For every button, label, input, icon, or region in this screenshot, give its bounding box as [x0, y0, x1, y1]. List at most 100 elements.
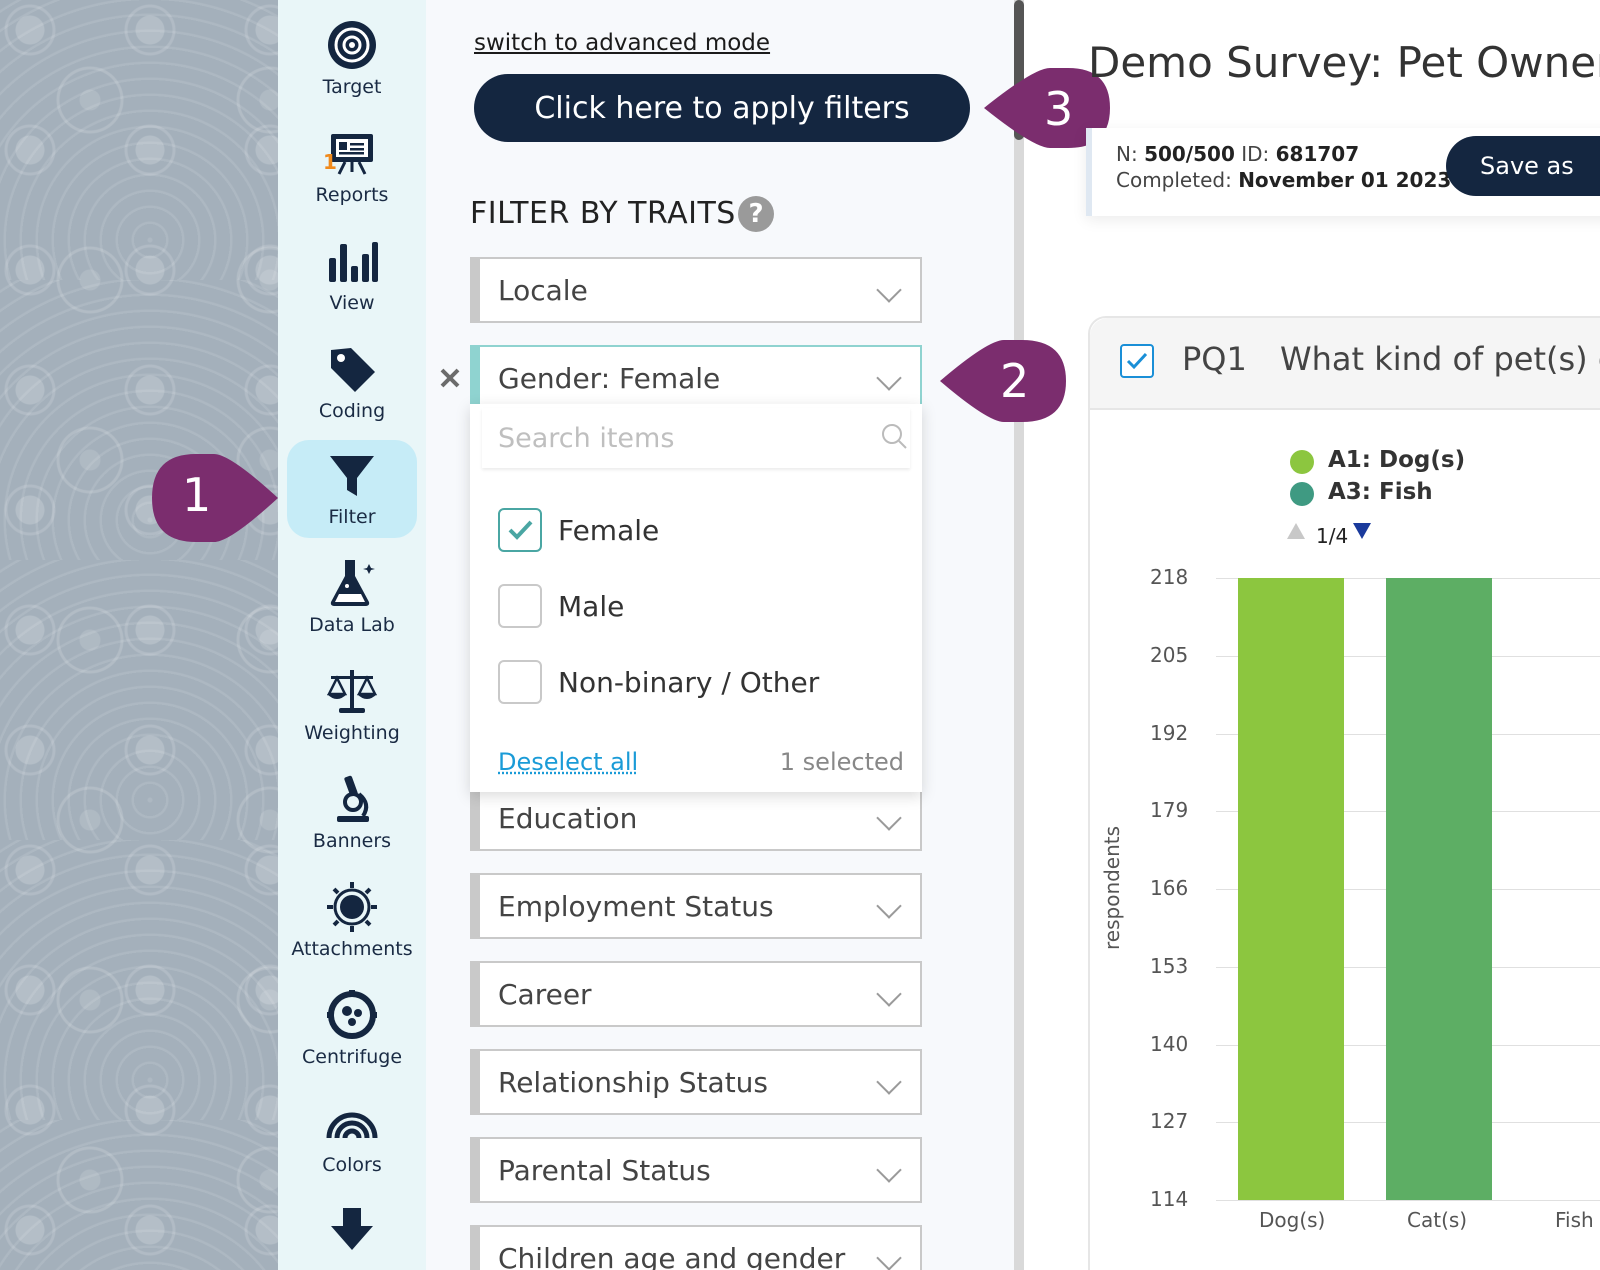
sidebar-item-label: Banners: [313, 830, 391, 852]
dropdown-label: Employment Status: [498, 890, 774, 923]
help-icon[interactable]: ?: [738, 196, 774, 232]
dropdown-locale[interactable]: Locale: [470, 257, 922, 323]
option-non-binary[interactable]: Non-binary / Other: [498, 660, 819, 704]
pager-up-icon[interactable]: [1286, 522, 1306, 540]
callout-number-2: 2: [1000, 354, 1029, 408]
id-label: ID:: [1241, 142, 1269, 166]
sidebar-item-label: Weighting: [304, 722, 400, 744]
switch-advanced-mode-link[interactable]: switch to advanced mode: [474, 30, 770, 56]
deselect-all-link[interactable]: Deselect all: [498, 748, 638, 776]
sidebar-item-coding[interactable]: Coding: [287, 334, 417, 432]
rainbow-icon: [325, 1096, 379, 1150]
sidebar-item-label: Attachments: [291, 938, 412, 960]
checkbox-checked[interactable]: [498, 508, 542, 552]
clear-filter-icon[interactable]: [438, 366, 462, 390]
survey-title: Demo Survey: Pet Owners |: [1088, 38, 1600, 87]
n-value: 500/500: [1144, 142, 1235, 166]
callout-marker-1: [150, 452, 280, 544]
x-tick-label: Fish: [1555, 1208, 1594, 1232]
survey-n-line: N: 500/500 ID: 681707: [1116, 142, 1359, 166]
sidebar-item-weighting[interactable]: Weighting: [287, 656, 417, 754]
search-items-input[interactable]: [482, 408, 910, 468]
panel-scrollbar-track[interactable]: [1014, 0, 1024, 1270]
sun-icon: [325, 880, 379, 934]
bar-chart-icon: [325, 234, 379, 288]
option-label: Female: [558, 514, 659, 547]
check-icon: [505, 515, 535, 545]
target-icon: [325, 18, 379, 72]
scale-icon: [325, 664, 379, 718]
dropdown-children-age-gender[interactable]: Children age and gender: [470, 1225, 922, 1270]
option-label: Non-binary / Other: [558, 666, 819, 699]
completed-value: November 01 2023: [1238, 168, 1451, 192]
sidebar-item-view[interactable]: View: [287, 226, 417, 324]
dropdown-education[interactable]: Education: [470, 785, 922, 851]
apply-filters-button[interactable]: Click here to apply filters: [474, 74, 970, 142]
sidebar-item-label: View: [329, 292, 374, 314]
question-checkbox[interactable]: [1120, 344, 1154, 378]
sidebar-item-banners[interactable]: Banners: [287, 764, 417, 862]
bar-dogs[interactable]: [1238, 578, 1344, 1200]
sidebar-item-label: Reports: [316, 184, 389, 206]
checkbox[interactable]: [498, 584, 542, 628]
flask-icon: [325, 556, 379, 610]
sidebar-item-data-lab[interactable]: Data Lab: [287, 548, 417, 646]
y-tick-label: 114: [1150, 1187, 1188, 1211]
chevron-down-icon: [876, 981, 901, 1006]
legend-swatch-fish: [1290, 482, 1314, 506]
dropdown-relationship-status[interactable]: Relationship Status: [470, 1049, 922, 1115]
x-tick-label: Dog(s): [1259, 1208, 1325, 1232]
id-value: 681707: [1276, 142, 1360, 166]
dropdown-parental-status[interactable]: Parental Status: [470, 1137, 922, 1203]
dropdown-label: Children age and gender: [498, 1242, 845, 1270]
sidebar-item-target[interactable]: Target: [287, 10, 417, 108]
microscope-icon: [325, 772, 379, 826]
dropdown-label: Locale: [498, 274, 588, 307]
y-tick-label: 153: [1150, 954, 1188, 978]
funnel-icon: [325, 448, 379, 502]
sidebar-item-export[interactable]: [287, 1196, 417, 1270]
dropdown-career[interactable]: Career: [470, 961, 922, 1027]
tag-icon: [325, 342, 379, 396]
sidebar-item-centrifuge[interactable]: Centrifuge: [287, 980, 417, 1078]
option-male[interactable]: Male: [498, 584, 624, 628]
check-icon: [1124, 348, 1150, 374]
chevron-down-icon: [876, 277, 901, 302]
sidebar-item-label: Filter: [328, 506, 375, 528]
y-tick-label: 166: [1150, 876, 1188, 900]
y-tick-label: 218: [1150, 565, 1188, 589]
filter-section-title: FILTER BY TRAITS: [470, 196, 736, 231]
sidebar-item-label: Coding: [319, 400, 385, 422]
dropdown-label: Gender: Female: [498, 362, 720, 395]
question-text: What kind of pet(s) do: [1280, 340, 1600, 378]
legend-label-dogs[interactable]: A1: Dog(s): [1328, 447, 1465, 473]
decorative-background: [0, 0, 278, 1270]
sidebar-item-filter[interactable]: Filter: [287, 440, 417, 538]
chevron-down-icon: [876, 1157, 901, 1182]
y-tick-label: 205: [1150, 643, 1188, 667]
pager-down-icon[interactable]: [1352, 522, 1372, 540]
bar-cats[interactable]: [1386, 578, 1492, 1200]
chevron-down-icon: [876, 893, 901, 918]
gender-options-menu: Female Male Non-binary / Other Deselect …: [470, 404, 922, 792]
completed-label: Completed:: [1116, 168, 1232, 192]
download-arrow-icon: [325, 1204, 379, 1258]
dropdown-employment-status[interactable]: Employment Status: [470, 873, 922, 939]
sidebar-item-label: Target: [323, 76, 382, 98]
sidebar-item-attachments[interactable]: Attachments: [287, 872, 417, 970]
sidebar-item-colors[interactable]: Colors: [287, 1088, 417, 1186]
legend-pager: 1/4: [1316, 524, 1348, 548]
legend-label-fish[interactable]: A3: Fish: [1328, 479, 1433, 505]
callout-number-1: 1: [182, 468, 211, 522]
option-female[interactable]: Female: [498, 508, 659, 552]
n-label: N:: [1116, 142, 1138, 166]
search-icon: [880, 422, 908, 450]
sidebar-item-reports[interactable]: 1 Reports: [287, 118, 417, 216]
legend-swatch-dogs: [1290, 450, 1314, 474]
checkbox[interactable]: [498, 660, 542, 704]
dropdown-label: Education: [498, 802, 637, 835]
dropdown-gender[interactable]: Gender: Female: [470, 345, 922, 411]
save-as-button[interactable]: Save as: [1446, 136, 1600, 196]
survey-completed-line: Completed: November 01 2023: [1116, 168, 1451, 192]
y-tick-label: 127: [1150, 1109, 1188, 1133]
